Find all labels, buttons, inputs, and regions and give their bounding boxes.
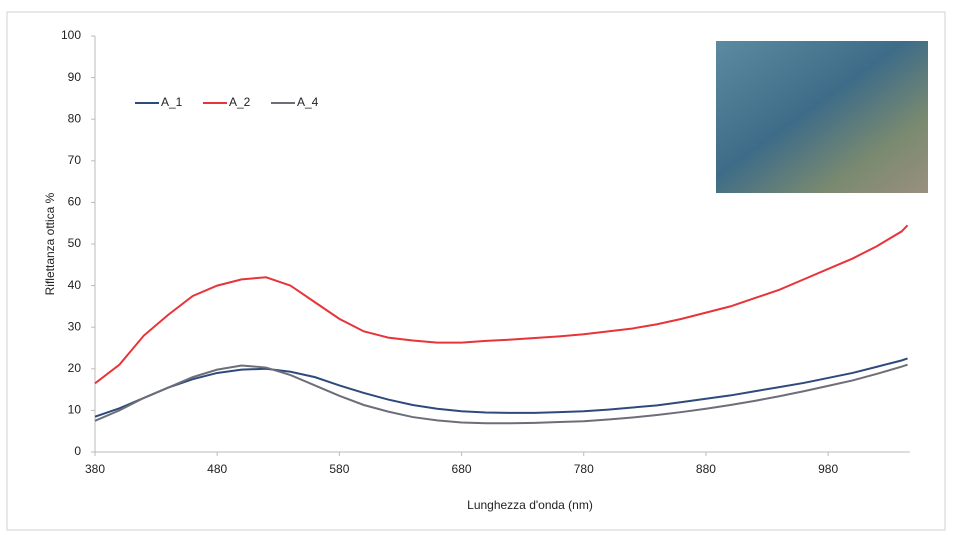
y-tick-label: 100 xyxy=(61,28,81,42)
x-tick-label: 880 xyxy=(696,462,716,476)
y-tick-label: 70 xyxy=(68,153,82,167)
y-axis-label: Riflettanza ottica % xyxy=(43,192,57,295)
legend-label: A_4 xyxy=(297,95,319,109)
y-tick-label: 50 xyxy=(68,236,82,250)
line xyxy=(94,357,908,418)
y-tick-label: 30 xyxy=(68,319,82,333)
line xyxy=(94,224,909,385)
x-tick-label: 580 xyxy=(329,462,349,476)
y-tick-label: 60 xyxy=(68,195,82,209)
y-tick-label: 40 xyxy=(68,278,82,292)
y-tick-label: 80 xyxy=(68,111,82,125)
x-tick-label: 380 xyxy=(85,462,105,476)
y-tick-label: 90 xyxy=(68,70,82,84)
x-axis-label: Lunghezza d'onda (nm) xyxy=(467,498,593,512)
x-tick-label: 480 xyxy=(207,462,227,476)
x-tick-label: 680 xyxy=(452,462,472,476)
line xyxy=(94,363,908,425)
y-tick-label: 0 xyxy=(74,444,81,458)
inset-photo xyxy=(716,41,928,193)
y-tick-label: 20 xyxy=(68,361,82,375)
x-tick-label: 980 xyxy=(818,462,838,476)
legend-label: A_1 xyxy=(161,95,183,109)
x-tick-label: 780 xyxy=(574,462,594,476)
y-tick-label: 10 xyxy=(68,403,82,417)
legend-label: A_2 xyxy=(229,95,251,109)
